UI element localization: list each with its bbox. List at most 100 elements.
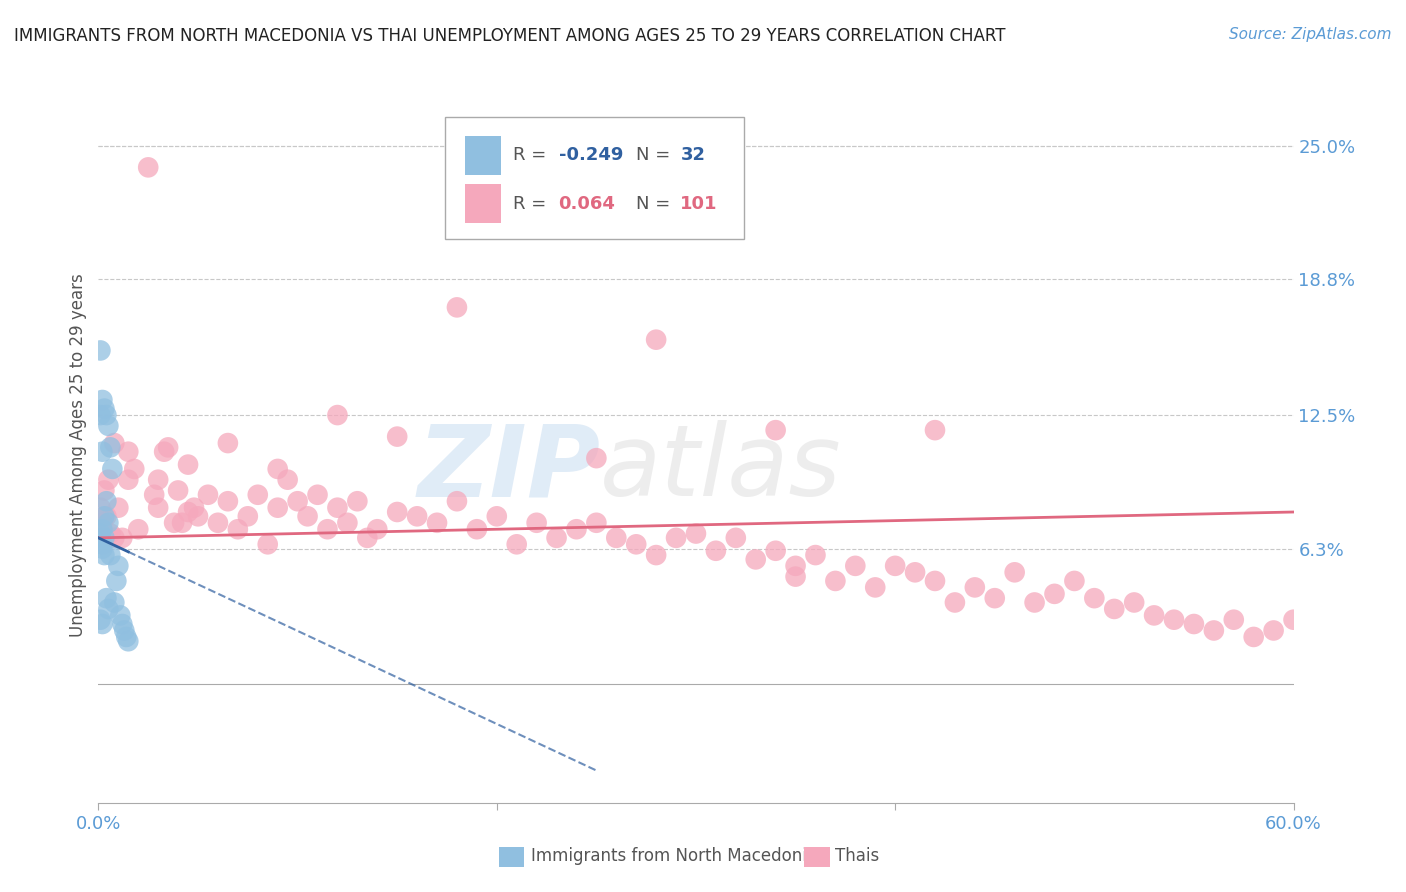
Text: ZIP: ZIP [418, 420, 600, 517]
Point [100, 526, 122, 541]
Point [326, 500, 349, 515]
Bar [465, 185, 501, 223]
Point [765, 543, 787, 558]
Point [89, 408, 111, 422]
Point [107, 558, 129, 573]
Point [1102, 602, 1125, 616]
Point [100, 548, 122, 562]
Point [1282, 613, 1305, 627]
Point [115, 630, 138, 644]
Point [117, 634, 139, 648]
Point [316, 522, 339, 536]
Point [704, 543, 727, 558]
Point [385, 505, 409, 519]
Point [103, 436, 125, 450]
Text: 101: 101 [681, 194, 718, 212]
Y-axis label: Unemployment Among Ages 25 to 29 years: Unemployment Among Ages 25 to 29 years [69, 273, 87, 637]
Point [1202, 624, 1225, 638]
Point [183, 500, 205, 515]
Point [103, 595, 125, 609]
Point [863, 581, 887, 595]
Point [93, 531, 115, 545]
Point [100, 441, 122, 455]
Point [287, 494, 309, 508]
Point [645, 548, 668, 562]
Point [307, 488, 329, 502]
Point [765, 423, 787, 437]
Point [111, 531, 134, 545]
Point [1222, 613, 1246, 627]
Point [366, 522, 388, 536]
Point [406, 509, 429, 524]
Point [346, 494, 368, 508]
Point [685, 526, 707, 541]
Point [844, 558, 866, 573]
Point [117, 473, 139, 487]
Point [96, 591, 118, 606]
Point [103, 531, 125, 545]
Point [143, 488, 166, 502]
Point [267, 462, 290, 476]
Point [326, 408, 349, 422]
Point [585, 516, 607, 530]
Point [506, 537, 529, 551]
Point [111, 617, 134, 632]
Point [101, 462, 124, 476]
Point [91, 522, 114, 536]
Point [246, 488, 269, 502]
Point [89, 526, 111, 541]
Point [157, 441, 180, 455]
Point [127, 522, 149, 536]
Point [89, 343, 111, 358]
Point [385, 429, 409, 443]
Point [207, 516, 229, 530]
Point [336, 516, 359, 530]
Point [96, 408, 118, 422]
Point [904, 566, 927, 580]
Point [110, 608, 132, 623]
Point [626, 537, 648, 551]
Point [197, 488, 219, 502]
Point [187, 509, 209, 524]
Bar [465, 136, 501, 175]
Point [91, 617, 114, 632]
Point [1083, 591, 1105, 606]
Point [785, 558, 807, 573]
Text: Thais: Thais [835, 847, 879, 865]
Point [665, 531, 688, 545]
Point [226, 522, 249, 536]
Text: 32: 32 [681, 146, 706, 164]
Point [1243, 630, 1265, 644]
Point [96, 509, 118, 524]
Point [112, 624, 135, 638]
Point [546, 531, 568, 545]
Point [107, 500, 129, 515]
Point [105, 574, 128, 588]
Point [485, 509, 508, 524]
Point [256, 537, 278, 551]
Point [724, 531, 747, 545]
Point [565, 522, 588, 536]
Point [1004, 566, 1026, 580]
Point [167, 483, 190, 498]
Point [585, 451, 607, 466]
Point [446, 301, 468, 315]
Point [91, 444, 114, 458]
Point [1143, 608, 1166, 623]
Point [645, 333, 668, 347]
Point [91, 516, 114, 530]
Point [153, 444, 176, 458]
Point [745, 552, 768, 566]
Text: R =: R = [513, 146, 553, 164]
FancyBboxPatch shape [444, 118, 744, 239]
Point [148, 473, 170, 487]
Point [1123, 595, 1146, 609]
Point [963, 581, 986, 595]
Point [93, 548, 115, 562]
Point [426, 516, 449, 530]
Point [605, 531, 627, 545]
Point [97, 516, 120, 530]
Point [91, 537, 114, 551]
Point [1024, 595, 1046, 609]
Point [124, 462, 146, 476]
